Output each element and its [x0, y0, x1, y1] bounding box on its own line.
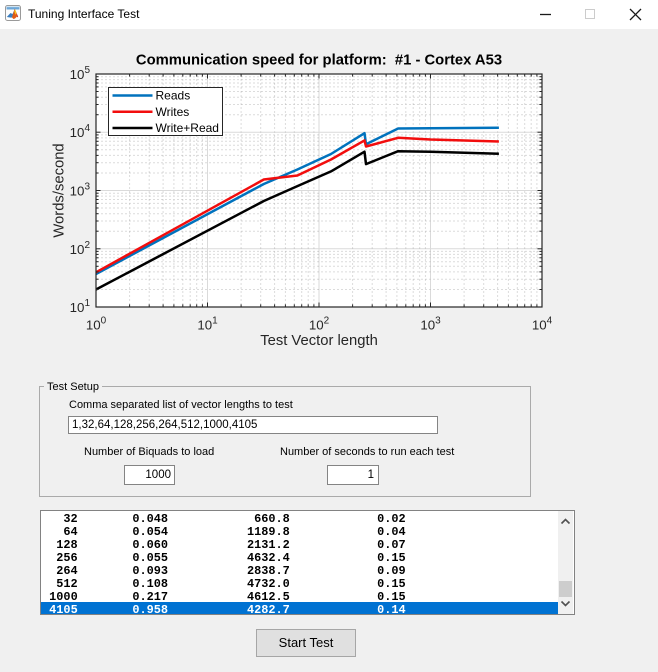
- svg-text:101: 101: [197, 316, 218, 333]
- svg-text:Words/second: Words/second: [52, 143, 68, 237]
- svg-text:101: 101: [70, 298, 91, 315]
- svg-text:Communication speed for platfo: Communication speed for platform: #1 - C…: [136, 53, 502, 69]
- svg-text:105: 105: [70, 65, 91, 82]
- svg-text:103: 103: [420, 316, 441, 333]
- svg-text:100: 100: [86, 316, 107, 333]
- svg-text:Test Vector length: Test Vector length: [260, 333, 378, 349]
- svg-text:102: 102: [309, 316, 330, 333]
- svg-text:Reads: Reads: [156, 89, 191, 103]
- svg-text:102: 102: [70, 240, 91, 257]
- svg-text:104: 104: [532, 316, 553, 333]
- svg-text:Write+Read: Write+Read: [156, 121, 219, 135]
- svg-text:104: 104: [70, 123, 91, 140]
- svg-text:Writes: Writes: [156, 105, 190, 119]
- svg-text:103: 103: [70, 182, 91, 199]
